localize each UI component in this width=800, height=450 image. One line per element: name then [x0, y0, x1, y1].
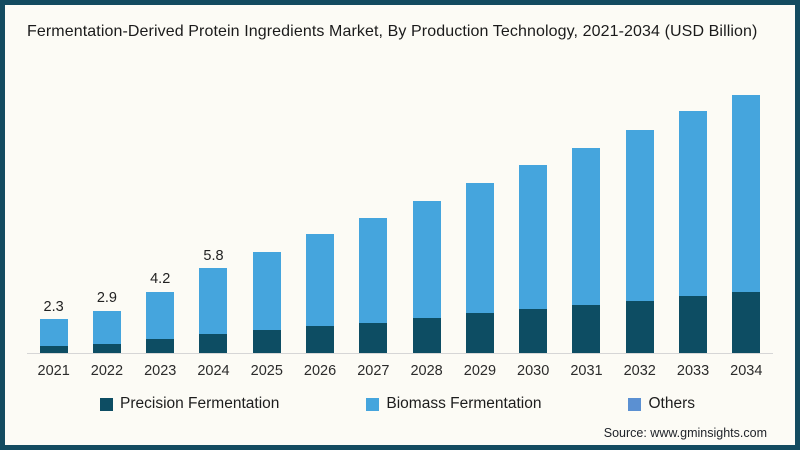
- bar-2023: [146, 291, 175, 353]
- precision-fermentation-swatch-icon: [100, 397, 113, 411]
- bar-segment-2023-biomass-fermentation: [146, 291, 175, 340]
- bar-group-2029: [453, 75, 506, 353]
- x-axis-labels: 2021 2022 2023 2024 2025 2026 2027 2028 2029 2030…: [27, 363, 773, 379]
- bar-group-2034: [720, 75, 773, 353]
- bar-2024: [199, 268, 228, 353]
- bar-2034: [732, 95, 761, 353]
- x-tick-label-2034: 2034: [730, 363, 763, 379]
- bar-group-2022: 2.9: [80, 75, 133, 353]
- legend-label: Biomass Fermentation: [386, 395, 542, 412]
- bar-group-2024: 5.8: [187, 75, 240, 353]
- bar-2027: [359, 218, 388, 353]
- bar-segment-2031-biomass-fermentation: [572, 147, 601, 305]
- bar-segment-2030-biomass-fermentation: [519, 165, 548, 309]
- bar-2032: [625, 130, 654, 353]
- bar-2028: [412, 200, 441, 353]
- bar-segment-2027-biomass-fermentation: [359, 218, 388, 323]
- bar-segment-2033-precision-fermentation: [679, 295, 708, 353]
- bar-segment-2023-precision-fermentation: [146, 339, 175, 353]
- x-tick-label-2025: 2025: [250, 363, 283, 379]
- bar-segment-2028-precision-fermentation: [412, 317, 441, 353]
- bar-group-2021: 2.3: [27, 75, 80, 353]
- bar-value-label-2021: 2.3: [43, 298, 64, 315]
- bar-value-label-2023: 4.2: [150, 271, 171, 288]
- bar-value-label-2024: 5.8: [203, 247, 224, 264]
- bar-2033: [679, 111, 708, 353]
- chart-legend: Precision Fermentation Biomass Fermentat…: [100, 395, 695, 413]
- x-tick-label-2021: 2021: [37, 363, 70, 379]
- bar-segment-2027-precision-fermentation: [359, 323, 388, 353]
- bar-value-label-2022: 2.9: [96, 290, 117, 306]
- legend-item-others: Others: [628, 395, 695, 413]
- bar-segment-2032-biomass-fermentation: [625, 130, 654, 301]
- x-tick-label-2031: 2031: [570, 363, 603, 379]
- bar-2025: [252, 251, 281, 353]
- legend-item-biomass-fermentation: Biomass Fermentation: [366, 395, 541, 413]
- bar-group-2033: [666, 75, 719, 353]
- legend-label: Precision Fermentation: [120, 395, 280, 412]
- bar-plot-area: 2.3 2.9 4.2 5.8: [27, 75, 773, 353]
- bar-2031: [572, 147, 601, 353]
- x-tick-label-2028: 2028: [410, 363, 443, 379]
- bar-segment-2024-biomass-fermentation: [199, 268, 228, 334]
- bar-segment-2033-biomass-fermentation: [679, 111, 708, 296]
- bar-segment-2021-biomass-fermentation: [39, 319, 68, 346]
- bar-segment-2026-biomass-fermentation: [306, 234, 335, 326]
- bar-group-2023: 4.2: [134, 75, 187, 353]
- bar-2022: [92, 310, 121, 353]
- bar-segment-2030-precision-fermentation: [519, 309, 548, 353]
- x-tick-label-2030: 2030: [517, 363, 550, 379]
- x-tick-label-2032: 2032: [623, 363, 656, 379]
- bar-2026: [306, 234, 335, 353]
- bar-segment-2028-biomass-fermentation: [412, 200, 441, 318]
- bar-group-2032: [613, 75, 666, 353]
- bar-segment-2029-biomass-fermentation: [465, 183, 494, 314]
- bar-group-2026: [293, 75, 346, 353]
- bar-segment-2025-biomass-fermentation: [252, 251, 281, 331]
- legend-item-precision-fermentation: Precision Fermentation: [100, 395, 279, 413]
- bar-group-2031: [560, 75, 613, 353]
- x-tick-label-2024: 2024: [197, 363, 230, 379]
- bar-segment-2032-precision-fermentation: [625, 301, 654, 353]
- bar-2021: [39, 319, 68, 353]
- bar-segment-2029-precision-fermentation: [465, 313, 494, 353]
- bar-2029: [465, 183, 494, 353]
- x-tick-label-2026: 2026: [303, 363, 337, 379]
- bar-segment-2024-precision-fermentation: [199, 334, 228, 353]
- x-tick-label-2029: 2029: [463, 363, 497, 379]
- bar-group-2030: [507, 75, 560, 353]
- bar-segment-2034-precision-fermentation: [732, 291, 761, 353]
- x-tick-label-2023: 2023: [144, 363, 177, 379]
- bar-segment-2022-precision-fermentation: [92, 343, 121, 353]
- x-tick-label-2033: 2033: [676, 363, 710, 379]
- others-swatch-icon: [628, 397, 642, 411]
- bar-segment-2034-biomass-fermentation: [732, 95, 761, 292]
- x-tick-label-2027: 2027: [357, 363, 390, 379]
- legend-label: Others: [648, 395, 695, 412]
- x-axis-line: [27, 353, 773, 354]
- bar-segment-2022-biomass-fermentation: [92, 310, 121, 344]
- bar-segment-2031-precision-fermentation: [572, 304, 601, 353]
- bar-group-2028: [400, 75, 453, 353]
- biomass-fermentation-swatch-icon: [366, 397, 380, 411]
- bar-2030: [519, 165, 548, 353]
- chart-title: Fermentation-Derived Protein Ingredients…: [27, 23, 758, 40]
- bar-group-2025: [240, 75, 293, 353]
- bar-group-2027: [347, 75, 400, 353]
- source-attribution: Source: www.gminsights.com: [603, 426, 767, 440]
- bar-segment-2026-precision-fermentation: [306, 325, 335, 353]
- bar-segment-2021-precision-fermentation: [39, 345, 68, 353]
- x-tick-label-2022: 2022: [90, 363, 124, 379]
- bar-segment-2025-precision-fermentation: [252, 330, 281, 353]
